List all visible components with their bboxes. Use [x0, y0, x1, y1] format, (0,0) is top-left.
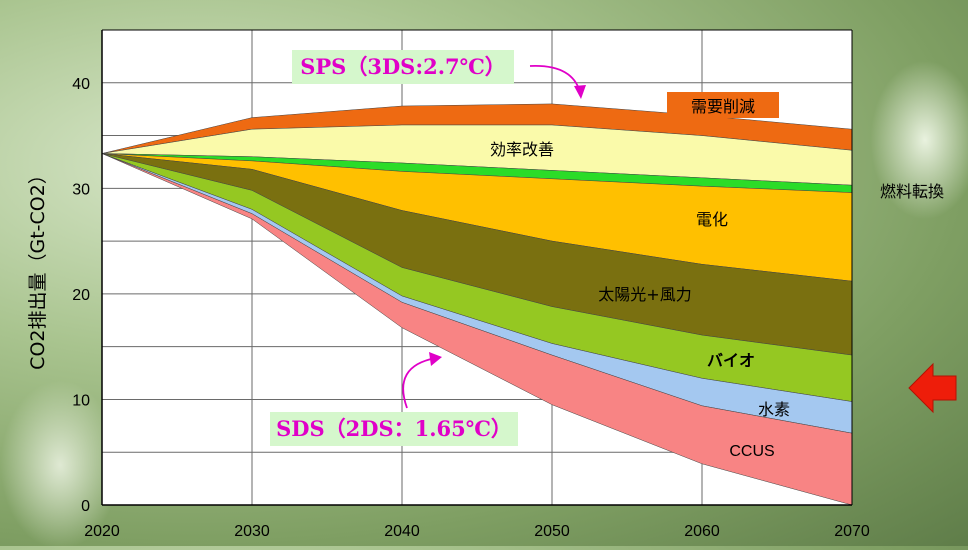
- x-tick-label: 2050: [534, 523, 570, 540]
- areas-layer: [101, 103, 853, 506]
- series-label: 電化: [696, 210, 728, 229]
- series-label: バイオ: [707, 351, 755, 370]
- x-tick-label: 2070: [834, 523, 870, 540]
- y-axis-label: CO2排出量（Gt-CO2）: [27, 165, 49, 370]
- series-label: 太陽光+風力: [598, 285, 691, 304]
- x-tick-label: 2020: [84, 523, 120, 540]
- x-tick-label: 2060: [684, 523, 720, 540]
- background-highlight: [0, 380, 120, 550]
- scenario-label-box: [270, 412, 518, 446]
- series-label: 需要削減: [691, 97, 755, 116]
- scenario-label: SPS（3DS:2.7℃）: [300, 54, 506, 79]
- red-arrow-icon: [908, 362, 957, 414]
- x-tick-label: 2040: [384, 523, 420, 540]
- scenario-label: SDS（2DS：1.65℃）: [276, 416, 512, 441]
- callout-arrow-line: [402, 357, 437, 409]
- y-tick-label: 0: [81, 498, 90, 515]
- callout-arrowhead: [574, 85, 586, 99]
- series-label-box: [667, 92, 779, 118]
- series-label: 効率改善: [490, 140, 554, 159]
- y-tick-label: 20: [72, 287, 90, 304]
- y-tick-label: 10: [72, 392, 90, 409]
- x-tick-label: 2030: [234, 523, 270, 540]
- y-tick-label: 40: [72, 76, 90, 93]
- series-label: 燃料転換: [880, 182, 944, 201]
- series-label: 水素: [758, 400, 790, 419]
- scenario-label-box: [292, 50, 514, 84]
- callout-arrowhead: [429, 352, 442, 366]
- series-label: CCUS: [729, 443, 774, 460]
- y-tick-label: 30: [72, 181, 90, 198]
- background-highlight: [870, 60, 968, 220]
